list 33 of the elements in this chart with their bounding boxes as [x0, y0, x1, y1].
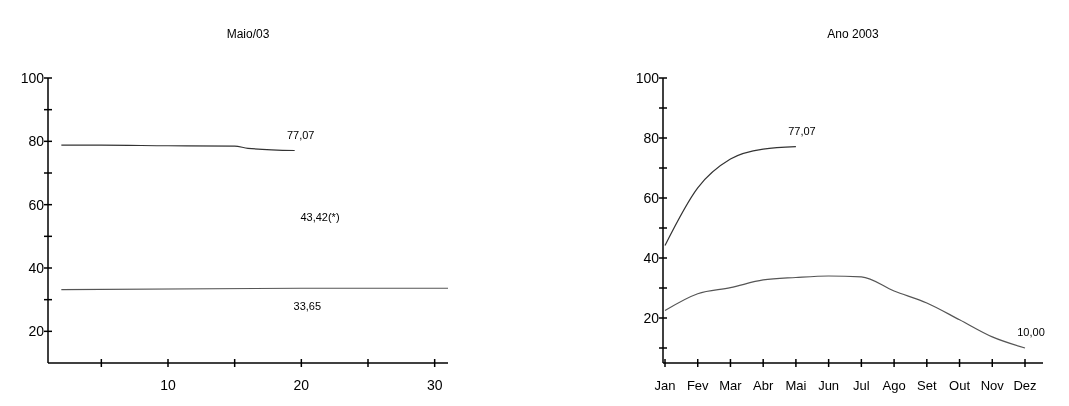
y-tick-label: 100 [20, 70, 45, 86]
y-tick-label: 60 [643, 190, 660, 206]
y-tick-label: 20 [643, 310, 660, 326]
x-tick-label: Dez [1013, 378, 1037, 393]
x-tick-label: 10 [160, 377, 176, 393]
x-tick-label: Abr [753, 378, 774, 393]
y-tick-label: 20 [28, 323, 45, 340]
x-tick-label: Nov [980, 378, 1005, 393]
y-tick-label: 80 [28, 133, 45, 150]
y-tick-label: 80 [643, 130, 660, 146]
annotation: 77,07 [788, 124, 816, 137]
line-series [664, 146, 797, 246]
x-tick-label: Jan [654, 378, 676, 393]
x-tick-label: Jul [853, 378, 870, 393]
x-tick-label: Fev [686, 378, 710, 393]
x-tick-label: Mar [719, 378, 743, 393]
y-tick-label: 40 [643, 250, 660, 266]
chart-title: Maio/03 [226, 27, 270, 41]
x-tick-label: 30 [426, 377, 443, 393]
y-tick-label: 40 [28, 260, 45, 276]
x-tick-label: Ago [882, 378, 906, 393]
annotation: 43,42(*) [300, 210, 340, 223]
annotation: 77,07 [286, 128, 315, 141]
annotation: 10,00 [1017, 326, 1045, 338]
x-tick-label: Jun [818, 378, 840, 393]
y-tick-label: 100 [635, 70, 660, 86]
x-tick-label: 20 [293, 377, 310, 393]
annotation: 33,65 [293, 300, 322, 313]
x-tick-label: Out [949, 378, 971, 393]
x-tick-label: Set [917, 378, 937, 393]
y-tick-label: 60 [28, 196, 45, 213]
chart-title: Ano 2003 [827, 27, 880, 41]
x-tick-label: Mai [785, 378, 807, 393]
